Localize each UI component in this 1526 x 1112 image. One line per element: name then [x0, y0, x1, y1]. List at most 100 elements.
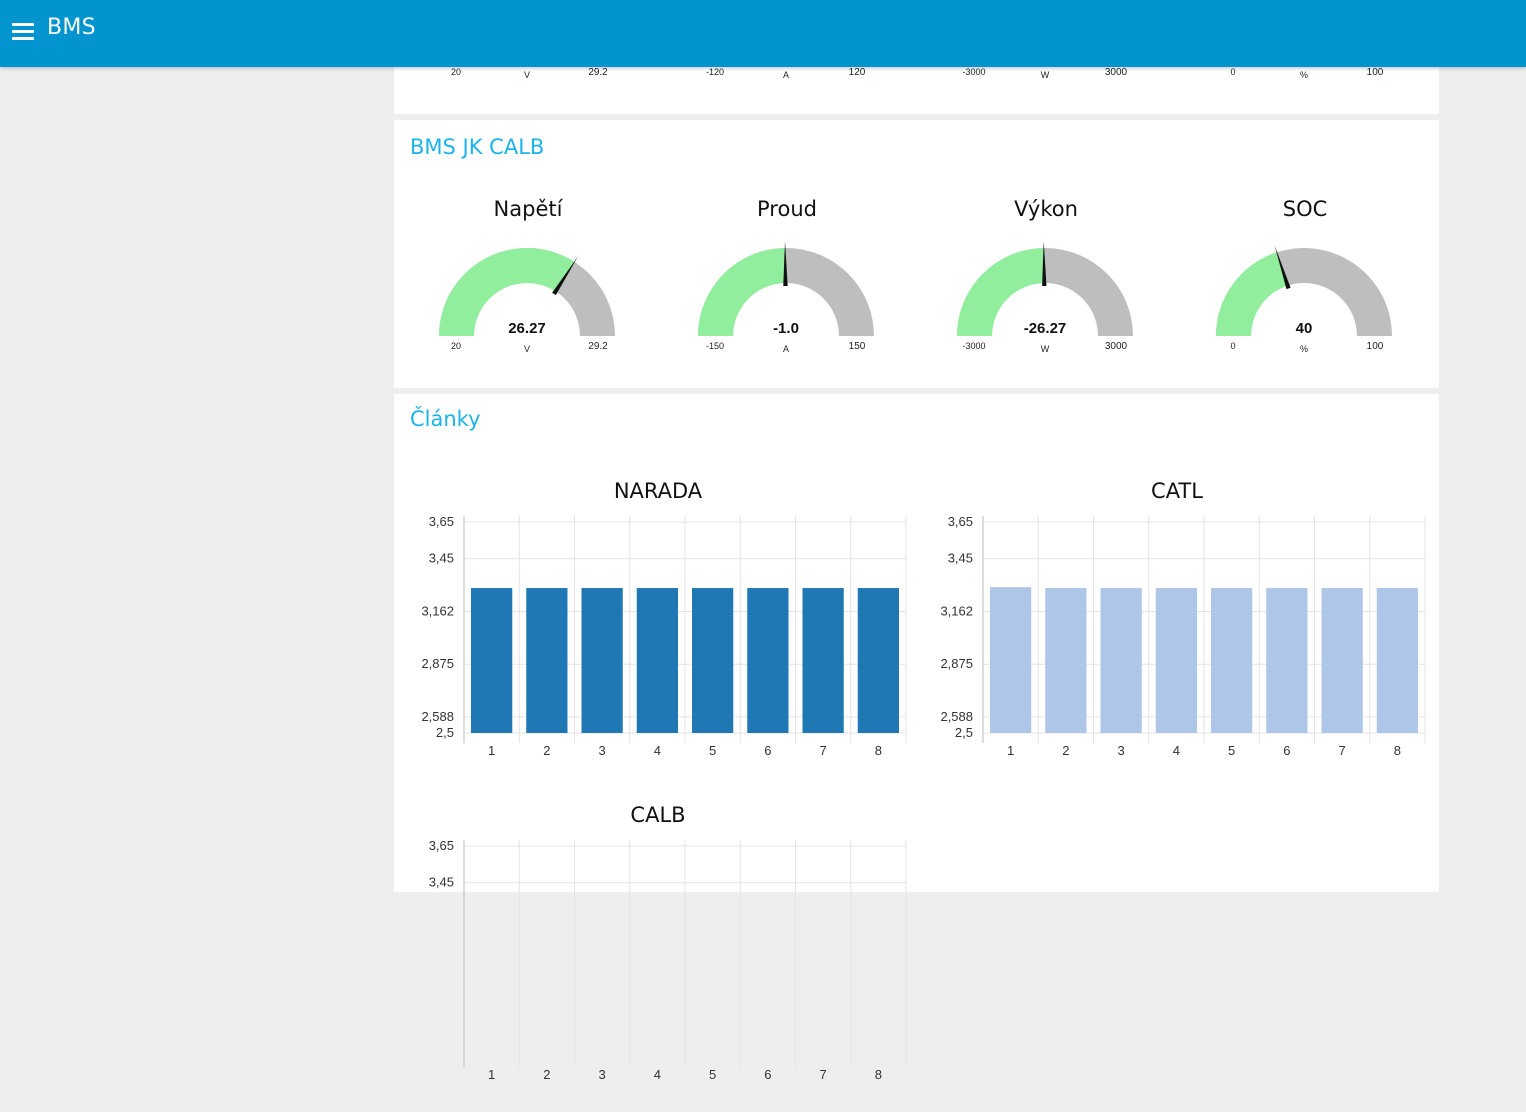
bar-cell-2[interactable]	[1045, 588, 1087, 733]
gauge-max: 3000	[1105, 341, 1128, 352]
y-tick-label: 3,65	[429, 514, 454, 529]
group-card-bms-jk-calb: BMS JK CALB Napětí 26.27 20 29.2 V Proud -1.0-…	[394, 120, 1439, 388]
gauge-fill	[439, 247, 575, 336]
bar-cell-5[interactable]	[692, 588, 734, 733]
gauge-unit: V	[524, 344, 530, 354]
gauge-max: 100	[1367, 67, 1384, 78]
x-tick-label: 6	[764, 743, 771, 758]
y-tick-label: 3,162	[421, 604, 454, 619]
gauge-title: Napětí	[493, 197, 563, 221]
bar-cell-8[interactable]	[1376, 588, 1418, 733]
top-gauge-labels: 0 100%	[1230, 67, 1384, 80]
y-tick-label: 2,588	[940, 709, 973, 724]
x-tick-label: 7	[820, 743, 827, 758]
bar-cell-3[interactable]	[1100, 588, 1142, 733]
x-tick-label: 6	[1283, 743, 1290, 758]
x-tick-label: 1	[488, 743, 495, 758]
top-gauge-labels: -120 120 A	[706, 67, 866, 80]
gauge-max: 29.2	[588, 341, 608, 352]
y-tick-label: 2,875	[421, 656, 454, 671]
group-title: BMS JK CALB	[410, 135, 545, 159]
gauge-needle	[1042, 241, 1047, 287]
gauge-max: 100	[1367, 341, 1384, 352]
bar-cell-7[interactable]	[1321, 588, 1363, 733]
x-tick-label: 3	[1118, 743, 1125, 758]
bar-cell-4[interactable]	[636, 588, 678, 733]
app-title: BMS	[47, 15, 96, 40]
gauge-max: 120	[849, 67, 866, 78]
x-tick-label: 1	[488, 1067, 495, 1082]
y-tick-label: 3,45	[429, 551, 454, 566]
x-tick-label: 4	[1173, 743, 1180, 758]
gauge-min: -120	[706, 67, 724, 77]
gauge-needle	[552, 256, 579, 296]
bar-cell-6[interactable]	[747, 588, 789, 733]
x-tick-label: 7	[820, 1067, 827, 1082]
bar-cell-7[interactable]	[802, 588, 844, 733]
chart-calb: CALB 3,65 3,45 1 2 3 4 5 6 7 8	[398, 802, 918, 1112]
x-tick-label: 5	[1228, 743, 1235, 758]
gauge-title: Výkon	[1014, 197, 1078, 221]
chart-narada: NARADA 3,65 3,45 3,162 2,875 2,588 2,5 1 2 3 4 5 6 7 8	[398, 478, 918, 788]
x-tick-label: 5	[709, 1067, 716, 1082]
gauge-max: 29.2	[588, 67, 608, 78]
gauge-svg: 40 0 100%	[1216, 245, 1392, 354]
group-card-cells: Články NARADA 3,65 3,45 3,162 2,875 2,588 2,5 1…	[394, 394, 1439, 1082]
chart-title: CATL	[1151, 479, 1203, 503]
top-gauge-labels: -3000 3000 W	[962, 67, 1127, 80]
y-tick-label: 3,65	[429, 838, 454, 853]
gauge-4: SOC 40 0 100%	[1175, 196, 1435, 366]
bar-cell-8[interactable]	[857, 588, 899, 733]
bar-cell-5[interactable]	[1211, 588, 1253, 733]
gauge-min: -3000	[962, 341, 985, 351]
gauge-2: Proud -1.0 -150 150 A	[657, 196, 917, 366]
gauge-fill	[1216, 252, 1288, 336]
gauge-needle	[783, 241, 788, 287]
gauge-unit: A	[783, 70, 789, 80]
gauge-needle	[1274, 245, 1291, 290]
y-tick-label: 2,588	[421, 709, 454, 724]
gauge-min: 20	[451, 341, 461, 351]
y-tick-label: 3,162	[940, 604, 973, 619]
x-tick-label: 8	[875, 743, 882, 758]
gauge-value: -26.27	[1024, 320, 1067, 337]
y-tick-label: 3,45	[429, 875, 454, 890]
bar-cell-1[interactable]	[990, 587, 1032, 733]
gauge-title: Proud	[757, 197, 817, 221]
group-title: Články	[410, 407, 481, 431]
x-tick-label: 4	[654, 1067, 661, 1082]
x-tick-label: 2	[543, 743, 550, 758]
bar-cell-4[interactable]	[1155, 588, 1197, 733]
hamburger-menu-icon[interactable]	[12, 22, 34, 40]
gauge-unit: W	[1041, 344, 1050, 354]
gauge-unit: W	[1041, 70, 1050, 80]
x-tick-label: 2	[1062, 743, 1069, 758]
gauge-unit: %	[1300, 344, 1308, 354]
gauge-1: Napětí 26.27 20 29.2 V	[398, 196, 658, 366]
x-tick-label: 3	[599, 743, 606, 758]
bar-cell-6[interactable]	[1266, 588, 1308, 733]
x-tick-label: 6	[764, 1067, 771, 1082]
gauge-min: -3000	[962, 67, 985, 77]
y-tick-label: 3,65	[948, 514, 973, 529]
x-tick-label: 2	[543, 1067, 550, 1082]
bar-cell-2[interactable]	[526, 588, 568, 733]
gauge-unit: %	[1300, 70, 1308, 80]
gauge-unit: V	[524, 70, 530, 80]
bar-cell-1[interactable]	[471, 588, 513, 733]
y-tick-label: 3,45	[948, 551, 973, 566]
y-tick-label: 2,875	[940, 656, 973, 671]
x-tick-label: 8	[1394, 743, 1401, 758]
gauge-value: 26.27	[508, 320, 546, 337]
top-app-bar: BMS	[0, 0, 1526, 67]
bar-cell-3[interactable]	[581, 588, 623, 733]
x-tick-label: 8	[875, 1067, 882, 1082]
gauge-min: -150	[706, 341, 724, 351]
gauge-fill	[698, 248, 786, 336]
y-tick-label: 2,5	[955, 725, 973, 740]
x-tick-label: 5	[709, 743, 716, 758]
gauge-value: 40	[1296, 320, 1313, 337]
x-tick-label: 7	[1339, 743, 1346, 758]
